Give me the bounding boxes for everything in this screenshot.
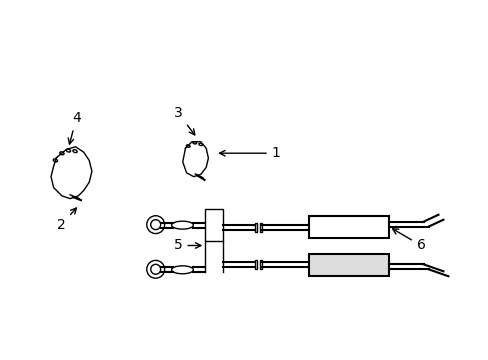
- Text: 3: 3: [174, 107, 194, 135]
- Bar: [259, 260, 262, 269]
- Bar: [259, 223, 262, 231]
- Bar: [309, 255, 388, 276]
- Text: 4: 4: [68, 112, 81, 144]
- Text: 6: 6: [392, 229, 425, 252]
- Bar: [205, 209, 223, 240]
- Text: 5: 5: [173, 238, 201, 252]
- Bar: [254, 260, 256, 269]
- Bar: [309, 216, 388, 238]
- Text: 1: 1: [219, 146, 280, 160]
- Text: 2: 2: [57, 208, 76, 232]
- Bar: [254, 223, 256, 231]
